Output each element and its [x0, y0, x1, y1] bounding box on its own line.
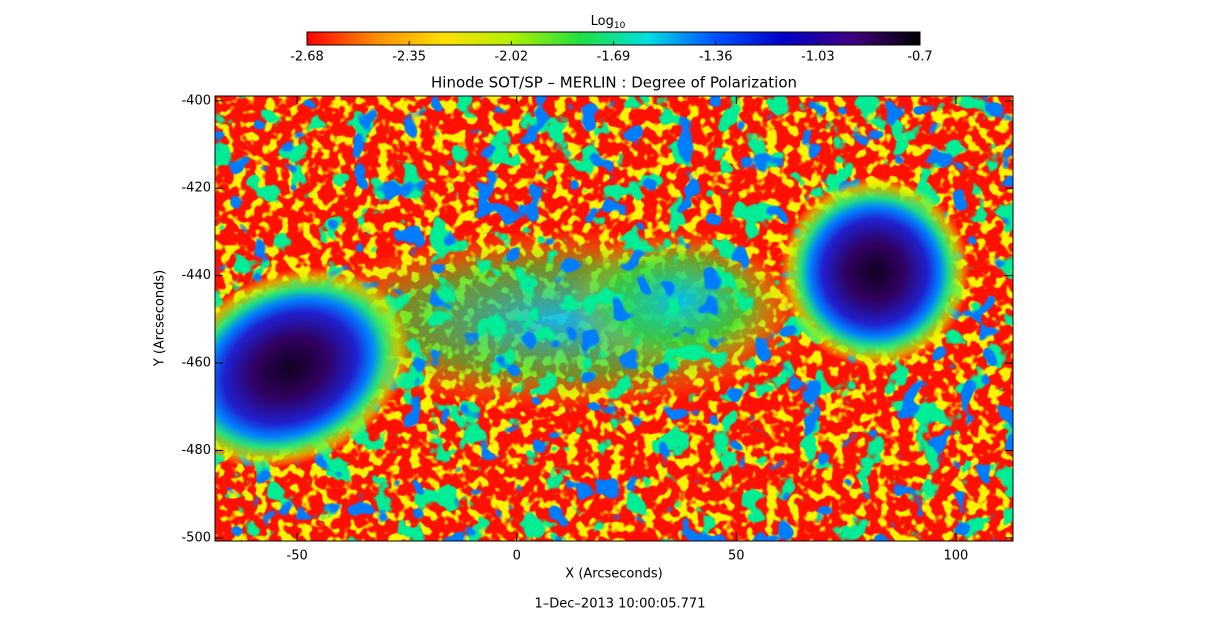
- colorbar-tick-label: -2.35: [392, 50, 426, 65]
- colorbar-tick-label: -1.03: [801, 50, 835, 65]
- y-axis-label: Y (Arcseconds): [153, 270, 168, 367]
- colorbar-tick-label: -1.69: [597, 50, 631, 65]
- y-tick-label: -440: [181, 268, 211, 283]
- y-tick-label: -480: [181, 443, 211, 458]
- chart-title: Hinode SOT/SP – MERLIN : Degree of Polar…: [431, 74, 797, 92]
- colorbar-tick-label: -0.7: [907, 50, 932, 65]
- y-tick-label: -420: [181, 181, 211, 196]
- colorbar-tick-label: -1.36: [699, 50, 733, 65]
- colorbar-label: Log10: [591, 14, 626, 31]
- x-tick-label: -50: [287, 549, 308, 564]
- y-tick-label: -460: [181, 356, 211, 371]
- plot-frame: [214, 95, 1014, 542]
- timestamp: 1–Dec–2013 10:00:05.771: [535, 597, 706, 612]
- y-tick-label: -500: [181, 530, 211, 545]
- x-tick-label: 0: [513, 549, 521, 564]
- x-axis-label: X (Arcseconds): [565, 567, 662, 582]
- colorbar-tick-label: -2.68: [290, 50, 324, 65]
- polarization-image: [215, 96, 1013, 541]
- y-tick-label: -400: [181, 93, 211, 108]
- x-tick-label: 100: [943, 549, 968, 564]
- x-tick-label: 50: [728, 549, 745, 564]
- colorbar-tick-label: -2.02: [495, 50, 529, 65]
